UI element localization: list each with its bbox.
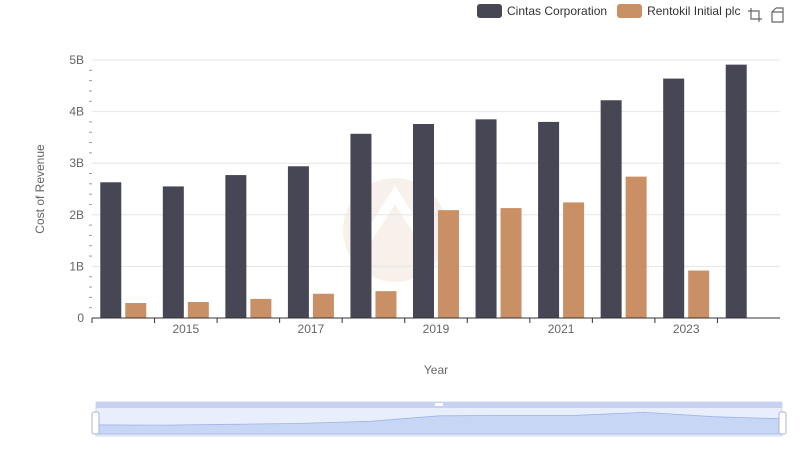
bar-cintas-2018[interactable] bbox=[350, 133, 372, 318]
data-zoom-grip[interactable] bbox=[435, 403, 443, 406]
bar-cintas-2021[interactable] bbox=[538, 121, 560, 318]
legend-swatch-cintas bbox=[477, 4, 502, 18]
x-tick-label: 2023 bbox=[673, 322, 700, 336]
toolbox bbox=[746, 6, 790, 24]
legend-item-rentokil[interactable]: Rentokil Initial plc bbox=[617, 4, 740, 18]
bar-cintas-2016[interactable] bbox=[225, 175, 247, 318]
x-tick-label: 2019 bbox=[423, 322, 450, 336]
y-tick-label: 1B bbox=[69, 259, 84, 273]
y-tick-label: 3B bbox=[69, 156, 84, 170]
restore-icon[interactable] bbox=[768, 6, 786, 24]
bar-cintas-2014[interactable] bbox=[100, 182, 122, 318]
data-zoom-left-handle[interactable] bbox=[91, 411, 100, 435]
bar-cintas-2023[interactable] bbox=[663, 78, 685, 319]
data-zoom-slider[interactable] bbox=[91, 401, 787, 437]
legend-label-rentokil: Rentokil Initial plc bbox=[647, 4, 741, 18]
zoom-icon[interactable] bbox=[746, 6, 764, 24]
bar-rentokil-2017[interactable] bbox=[312, 293, 334, 318]
x-tick-label: 2015 bbox=[172, 322, 199, 336]
legend-swatch-rentokil bbox=[617, 4, 643, 18]
y-axis-title: Cost of Revenue bbox=[33, 144, 47, 234]
y-tick-label: 2B bbox=[69, 208, 84, 222]
x-tick-label: 2021 bbox=[548, 322, 575, 336]
y-tick-label: 5B bbox=[69, 53, 84, 67]
legend-item-cintas[interactable]: Cintas Corporation bbox=[477, 4, 607, 18]
bar-cintas-2015[interactable] bbox=[162, 186, 184, 318]
legend-label-cintas: Cintas Corporation bbox=[507, 4, 608, 18]
bar-rentokil-2020[interactable] bbox=[500, 208, 522, 318]
x-axis-title: Year bbox=[424, 363, 448, 377]
x-tick-label: 2017 bbox=[298, 322, 325, 336]
bar-cintas-2022[interactable] bbox=[600, 100, 622, 318]
y-tick-label: 0 bbox=[77, 311, 84, 325]
bar-rentokil-2021[interactable] bbox=[563, 202, 585, 318]
bar-rentokil-2023[interactable] bbox=[688, 270, 710, 318]
bar-cintas-2019[interactable] bbox=[413, 123, 434, 318]
bar-rentokil-2016[interactable] bbox=[250, 298, 272, 318]
y-tick-label: 4B bbox=[69, 105, 84, 119]
bar-cintas-2024[interactable] bbox=[725, 64, 747, 318]
bar-cintas-2020[interactable] bbox=[475, 119, 497, 318]
bar-rentokil-2022[interactable] bbox=[625, 176, 647, 318]
y-minor-ticks bbox=[89, 69, 92, 309]
bar-rentokil-2019[interactable] bbox=[438, 210, 459, 318]
x-axis-ticks: 2015 2017 2019 2021 2023 bbox=[91, 318, 718, 336]
bar-rentokil-2018[interactable] bbox=[375, 291, 397, 318]
bar-rentokil-2014[interactable] bbox=[125, 303, 147, 318]
bar-cintas-2017[interactable] bbox=[287, 166, 309, 318]
data-zoom-preview-area bbox=[95, 411, 783, 435]
y-axis-ticks: 0 1B 2B 3B 4B 5B bbox=[69, 53, 84, 325]
data-zoom-right-handle[interactable] bbox=[778, 411, 787, 435]
bars bbox=[100, 64, 747, 319]
legend: Cintas Corporation Rentokil Initial plc bbox=[477, 4, 750, 18]
bar-rentokil-2015[interactable] bbox=[187, 302, 209, 318]
